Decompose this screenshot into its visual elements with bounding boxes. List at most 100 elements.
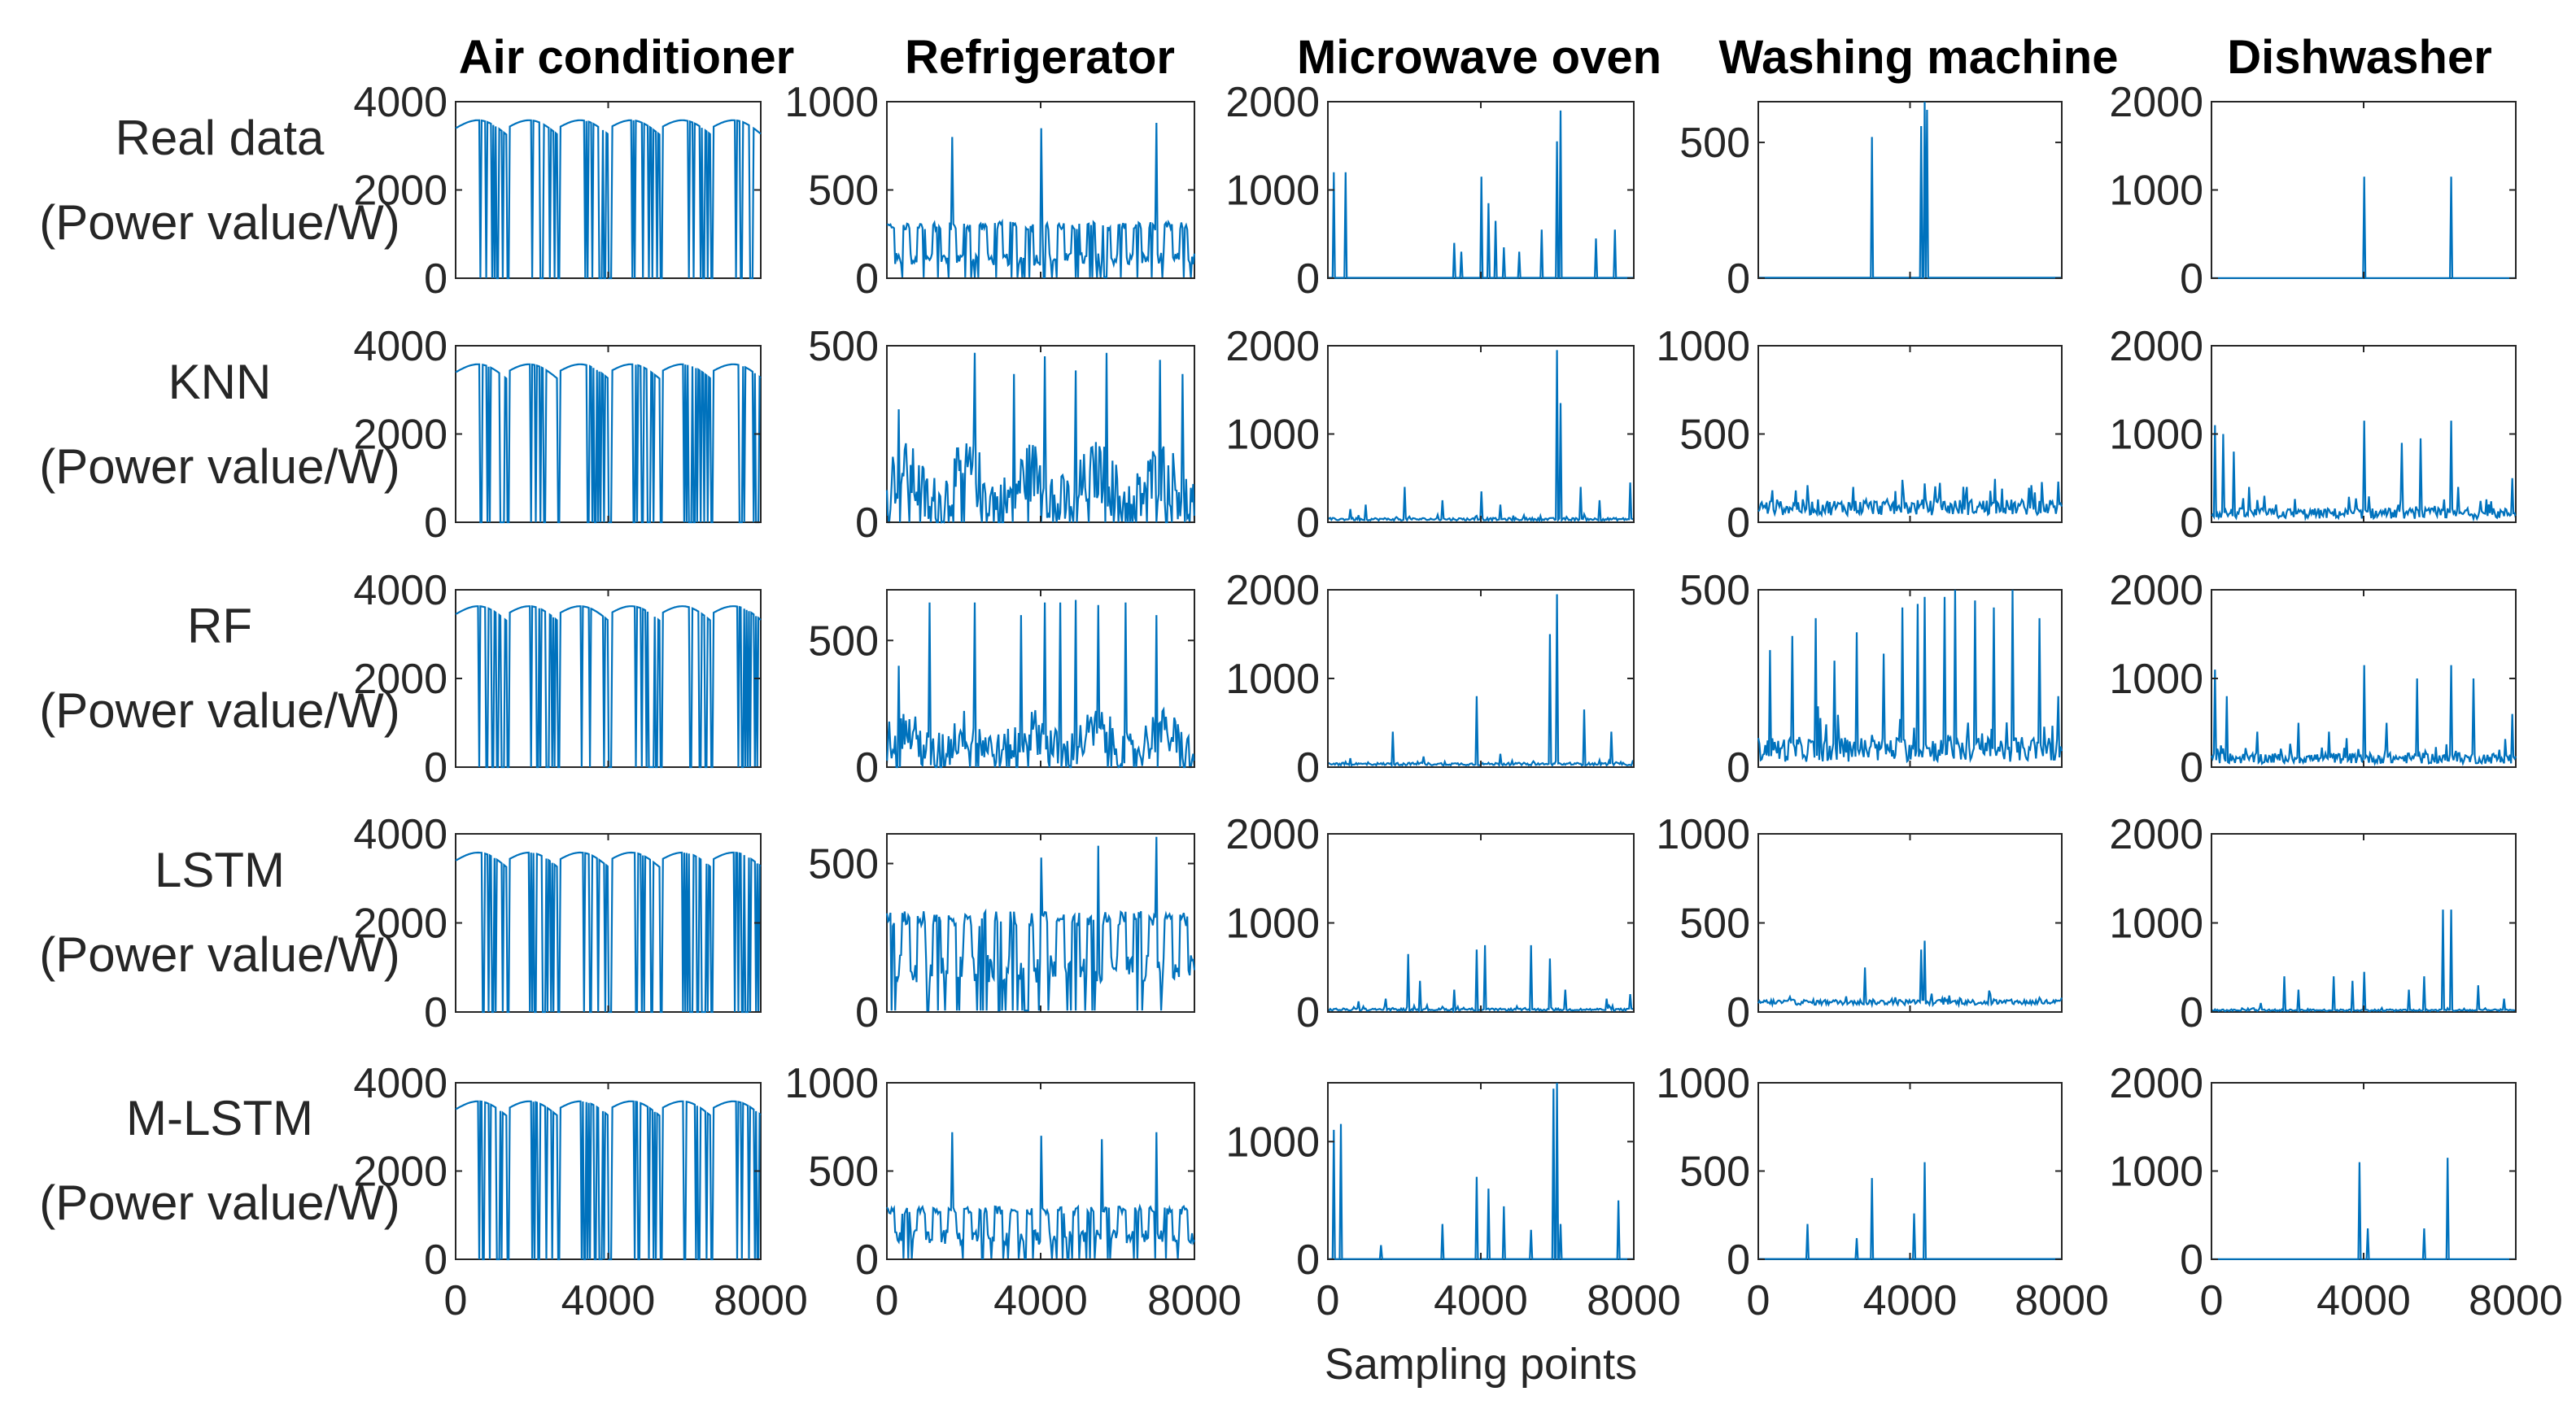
x-tick-label: 8000 xyxy=(2015,1277,2109,1324)
y-tick-label: 2000 xyxy=(2109,811,2203,858)
x-tick-label: 8000 xyxy=(1147,1277,1242,1324)
y-tick-label: 1000 xyxy=(1225,656,1320,703)
series-line xyxy=(455,605,762,769)
panel-rf-washing-machine: 0 500 xyxy=(1679,567,2063,792)
column-titles: Air conditioner Refrigerator Microwave ove… xyxy=(459,31,2492,84)
axes-box xyxy=(1327,833,1635,1013)
y-tick-label: 0 xyxy=(1296,744,1320,792)
row-label-lstm: LSTM xyxy=(155,843,285,897)
row-unit-label: (Power value/W) xyxy=(39,195,399,250)
axes-box xyxy=(2211,1082,2517,1260)
axes-box xyxy=(1757,345,2063,523)
y-tick-label: 4000 xyxy=(353,1060,448,1107)
y-tick-label: 1000 xyxy=(1225,168,1320,215)
x-tick-label: 0 xyxy=(1316,1277,1340,1324)
y-tick-label: 4000 xyxy=(353,567,448,614)
panel-real-data-air-conditioner: 0 2000 4000 xyxy=(353,79,762,303)
column-title-air-conditioner: Air conditioner xyxy=(459,31,794,84)
y-tick-label: 500 xyxy=(1679,901,1750,948)
panel-m-lstm-washing-machine: 0 500 1000 0 4000 8000 xyxy=(1656,1060,2109,1324)
y-tick-label: 1000 xyxy=(2109,1149,2203,1196)
y-tick-label: 1000 xyxy=(2109,412,2203,459)
panel-lstm-washing-machine: 0 500 1000 xyxy=(1656,811,2063,1036)
column-title-dishwasher: Dishwasher xyxy=(2227,31,2492,84)
y-tick-label: 500 xyxy=(808,1149,879,1196)
y-tick-label: 500 xyxy=(808,617,879,665)
y-tick-label: 2000 xyxy=(2109,323,2203,370)
y-tick-label: 1000 xyxy=(2109,901,2203,948)
y-tick-label: 0 xyxy=(1296,499,1320,547)
series-line xyxy=(455,851,762,1014)
y-tick-label: 1000 xyxy=(1656,323,1750,370)
y-tick-label: 0 xyxy=(1727,255,1750,303)
panel-real-data-refrigerator: 0 500 1000 xyxy=(784,79,1196,303)
y-tick-label: 500 xyxy=(1679,120,1750,167)
x-tick-label: 8000 xyxy=(714,1277,808,1324)
panel-m-lstm-microwave-oven: 0 1000 0 4000 8000 xyxy=(1225,1082,1681,1324)
axes-box xyxy=(1757,101,2063,279)
y-tick-label: 1000 xyxy=(1225,1119,1320,1166)
series-line xyxy=(1757,589,2063,764)
axes-box xyxy=(1327,589,1635,768)
y-tick-label: 0 xyxy=(855,989,879,1036)
y-tick-label: 1000 xyxy=(2109,656,2203,703)
x-tick-label: 4000 xyxy=(993,1277,1088,1324)
y-tick-label: 2000 xyxy=(353,901,448,948)
y-tick-label: 2000 xyxy=(2109,567,2203,614)
series-line xyxy=(2211,909,2517,1014)
y-tick-label: 0 xyxy=(855,744,879,792)
y-tick-label: 0 xyxy=(1296,989,1320,1036)
y-tick-label: 0 xyxy=(1727,1237,1750,1284)
x-tick-label: 4000 xyxy=(1863,1277,1958,1324)
row-label-real-data: Real data xyxy=(116,111,325,165)
y-tick-label: 0 xyxy=(1727,989,1750,1036)
y-tick-label: 2000 xyxy=(1225,323,1320,370)
x-tick-label: 0 xyxy=(444,1277,468,1324)
x-tick-label: 4000 xyxy=(1434,1277,1528,1324)
column-title-refrigerator: Refrigerator xyxy=(905,31,1175,84)
y-tick-label: 0 xyxy=(424,744,448,792)
series-line xyxy=(885,836,1196,1012)
panel-real-data-washing-machine: 0 500 xyxy=(1679,101,2063,303)
y-tick-label: 1000 xyxy=(1656,1060,1750,1107)
y-tick-label: 0 xyxy=(424,255,448,303)
row-label-knn: KNN xyxy=(168,355,272,409)
panel-rf-air-conditioner: 0 2000 4000 xyxy=(353,567,762,792)
axes-box xyxy=(1327,1082,1635,1260)
y-tick-label: 1000 xyxy=(784,1060,879,1107)
axes-box xyxy=(1757,1082,2063,1260)
y-tick-label: 0 xyxy=(424,499,448,547)
y-tick-label: 1000 xyxy=(784,79,879,126)
row-labels: Real data (Power value/W) KNN (Power value/… xyxy=(39,111,399,1230)
series-line xyxy=(2210,665,2517,766)
panel-knn-dishwasher: 0 1000 2000 xyxy=(2109,323,2517,547)
y-tick-label: 0 xyxy=(2180,255,2203,303)
y-tick-label: 0 xyxy=(1727,499,1750,547)
panel-real-data-microwave-oven: 0 1000 2000 xyxy=(1225,79,1635,303)
y-tick-label: 500 xyxy=(808,323,879,370)
y-tick-label: 1000 xyxy=(1225,412,1320,459)
y-tick-label: 1000 xyxy=(1656,811,1750,858)
y-tick-label: 2000 xyxy=(2109,79,2203,126)
y-tick-label: 1000 xyxy=(1225,901,1320,948)
panels-grid: 0200040000500100001000200005000100020000… xyxy=(353,79,2563,1324)
row-unit-label: (Power value/W) xyxy=(39,927,399,982)
y-tick-label: 0 xyxy=(2180,1237,2203,1284)
y-tick-label: 500 xyxy=(1679,412,1750,459)
panel-m-lstm-dishwasher: 0 1000 2000 0 4000 8000 xyxy=(2109,1060,2563,1324)
y-tick-label: 500 xyxy=(1679,1149,1750,1196)
y-tick-label: 2000 xyxy=(353,168,448,215)
x-tick-label: 0 xyxy=(1747,1277,1770,1324)
series-line xyxy=(885,600,1196,769)
series-line xyxy=(886,122,1196,278)
column-title-washing-machine: Washing machine xyxy=(1719,31,2119,84)
y-tick-label: 0 xyxy=(424,989,448,1036)
series-line xyxy=(455,119,762,280)
axes-box xyxy=(1757,833,2063,1013)
row-unit-label: (Power value/W) xyxy=(39,439,399,494)
x-tick-label: 4000 xyxy=(561,1277,656,1324)
series-line xyxy=(1327,350,1635,523)
series-line xyxy=(1757,940,2063,1009)
y-tick-label: 0 xyxy=(1296,1237,1320,1284)
